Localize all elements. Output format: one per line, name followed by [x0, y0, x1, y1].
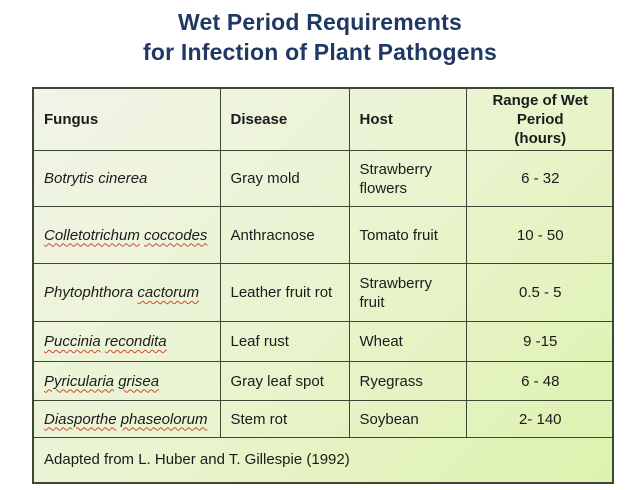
disease-cell: Leather fruit rot — [219, 263, 350, 322]
disease-cell: Anthracnose — [219, 206, 350, 264]
range-cell: 6 - 32 — [465, 150, 614, 207]
fungus-species: coccodes — [144, 226, 208, 244]
table-row: Colletotrichum coccodes Anthracnose Toma… — [32, 206, 614, 264]
table-row: Diasporthe phaseolorum Stem rot Soybean … — [32, 400, 614, 438]
disease-cell: Gray mold — [219, 150, 350, 207]
disease-cell: Gray leaf spot — [219, 361, 350, 401]
disease-cell: Stem rot — [219, 400, 350, 438]
range-cell: 0.5 - 5 — [465, 263, 614, 322]
table-row: Puccinia recondita Leaf rust Wheat 9 -15 — [32, 321, 614, 362]
column-header-disease: Disease — [219, 87, 350, 151]
table-row: Phytophthora cactorum Leather fruit rot … — [32, 263, 614, 322]
range-cell: 2- 140 — [465, 400, 614, 438]
fungus-species: cinerea — [98, 170, 148, 187]
range-cell: 10 - 50 — [465, 206, 614, 264]
range-cell: 9 -15 — [465, 321, 614, 362]
fungus-species: cactorum — [137, 284, 200, 301]
slide-title: Wet Period Requirements for Infection of… — [0, 7, 640, 67]
column-header-fungus: Fungus — [32, 87, 221, 151]
wet-period-table: Fungus Disease Host Range of Wet Period … — [32, 87, 614, 484]
fungus-genus: Phytophthora — [44, 284, 134, 301]
fungus-species: recondita — [104, 333, 167, 350]
fungus-genus: Colletotrichum — [44, 226, 140, 244]
fungus-genus: Botrytis — [44, 170, 95, 187]
fungus-cell: Phytophthora cactorum — [32, 263, 221, 322]
slide-title-line2: for Infection of Plant Pathogens — [143, 39, 497, 65]
fungus-species: grisea — [118, 372, 160, 390]
table-row: Pyricularia grisea Gray leaf spot Ryegra… — [32, 361, 614, 401]
fungus-cell: Botrytis cinerea — [32, 150, 221, 207]
source-footnote: Adapted from L. Huber and T. Gillespie (… — [32, 437, 614, 483]
table-row: Botrytis cinerea Gray mold Strawberry fl… — [32, 150, 614, 207]
host-cell: Soybean — [348, 400, 467, 438]
slide-title-line1: Wet Period Requirements — [177, 9, 463, 35]
fungus-cell: Diasporthe phaseolorum — [32, 400, 221, 438]
fungus-genus: Puccinia — [44, 333, 101, 350]
disease-cell: Leaf rust — [219, 321, 350, 362]
fungus-genus: Diasporthe — [44, 410, 117, 428]
fungus-cell: Puccinia recondita — [32, 321, 221, 362]
fungus-genus: Pyricularia — [44, 372, 115, 390]
fungus-species: phaseolorum — [120, 410, 208, 428]
host-cell: Tomato fruit — [348, 206, 467, 264]
column-header-range: Range of Wet Period (hours) — [465, 87, 614, 151]
host-cell: Strawberry fruit — [348, 263, 467, 322]
fungus-cell: Pyricularia grisea — [32, 361, 221, 401]
host-cell: Wheat — [348, 321, 467, 362]
fungus-cell: Colletotrichum coccodes — [32, 206, 221, 264]
table-header-row: Fungus Disease Host Range of Wet Period … — [32, 87, 614, 151]
table-footer-row: Adapted from L. Huber and T. Gillespie (… — [32, 437, 614, 483]
host-cell: Strawberry flowers — [348, 150, 467, 207]
range-cell: 6 - 48 — [465, 361, 614, 401]
host-cell: Ryegrass — [348, 361, 467, 401]
column-header-host: Host — [348, 87, 467, 151]
